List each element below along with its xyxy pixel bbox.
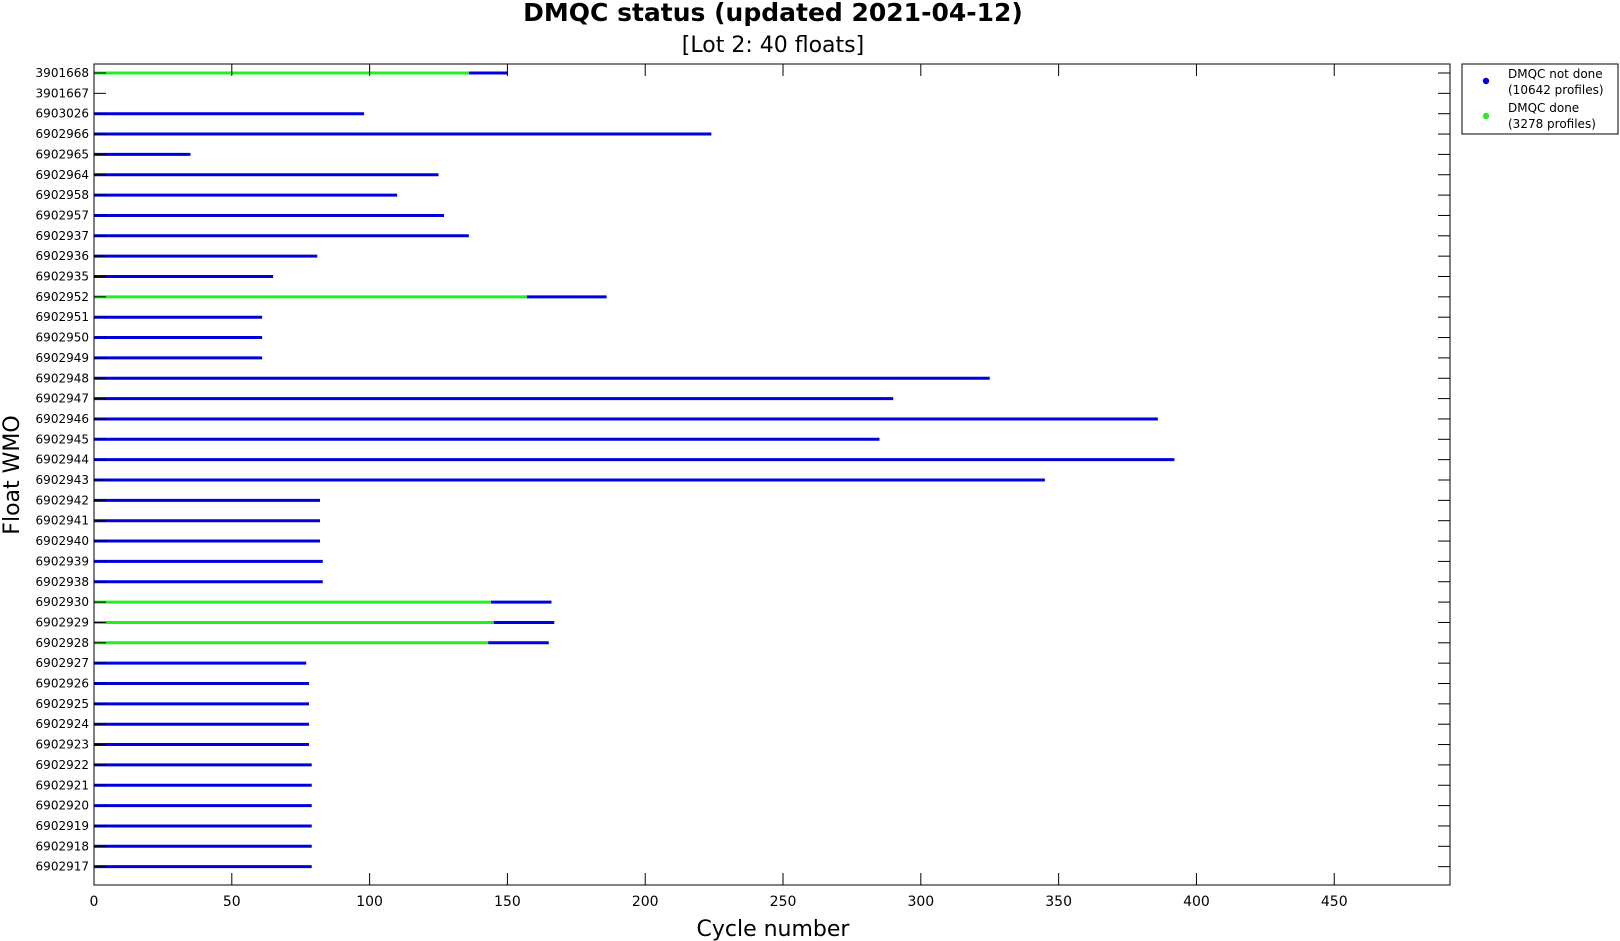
- y-tick-label: 6902929: [36, 615, 89, 629]
- x-tick-label: 0: [90, 894, 99, 910]
- y-tick-label: 6902921: [36, 778, 89, 792]
- y-tick-label: 6902935: [36, 270, 89, 284]
- y-tick-label: 6902922: [36, 758, 89, 772]
- y-tick-label: 6902949: [36, 351, 89, 365]
- plot-frame: [93, 63, 1451, 886]
- y-tick-label: 6902947: [36, 392, 89, 406]
- x-tick-label: 150: [494, 894, 521, 910]
- chart-subtitle: [Lot 2: 40 floats]: [682, 33, 864, 58]
- y-tick-label: 6902938: [36, 575, 89, 589]
- y-tick-label: 6902945: [36, 432, 89, 446]
- x-tick-label: 350: [1045, 894, 1072, 910]
- legend-label-done: DMQC done: [1508, 101, 1579, 115]
- y-tick-label: 6902957: [36, 208, 89, 222]
- y-tick-label: 6902958: [36, 188, 89, 202]
- y-tick-label: 6902948: [36, 371, 89, 385]
- legend: DMQC not done (10642 profiles) DMQC done…: [1461, 63, 1619, 135]
- y-tick-label: 6902918: [36, 839, 89, 853]
- chart-title: DMQC status (updated 2021-04-12): [523, 0, 1023, 27]
- y-tick-label: 6902940: [36, 534, 89, 548]
- y-tick-label: 6902920: [36, 799, 89, 813]
- y-tick-label: 3901668: [36, 66, 89, 80]
- legend-marker-not-done: [1482, 77, 1490, 85]
- legend-box: [1461, 63, 1619, 135]
- x-tick-label: 50: [223, 894, 241, 910]
- y-axis-label: Float WMO: [0, 415, 25, 534]
- legend-label-not-done: DMQC not done: [1508, 67, 1603, 81]
- y-tick-label: 3901667: [36, 86, 89, 100]
- y-tick-labels: 3901668 3901667 6903026 6902966 6902965 69029…: [36, 66, 89, 874]
- x-tick-labels: 0 50 100 150 200 250 300 350 400 450: [90, 894, 1348, 910]
- legend-count-done: (3278 profiles): [1508, 117, 1596, 131]
- y-tick-label: 6902924: [36, 717, 89, 731]
- x-tick-label: 450: [1321, 894, 1348, 910]
- y-tick-label: 6902919: [36, 819, 89, 833]
- y-tick-label: 6902964: [36, 168, 89, 182]
- y-tick-label: 6902942: [36, 493, 89, 507]
- y-tick-label: 6902937: [36, 229, 89, 243]
- y-tick-label: 6902928: [36, 636, 89, 650]
- x-tick-label: 250: [770, 894, 797, 910]
- x-tick-label: 200: [632, 894, 659, 910]
- y-tick-label: 6902941: [36, 514, 89, 528]
- y-tick-label: 6902925: [36, 697, 89, 711]
- x-tick-label: 300: [907, 894, 934, 910]
- ticks-layer: [93, 64, 1450, 885]
- y-tick-label: 6902930: [36, 595, 89, 609]
- x-tick-label: 100: [356, 894, 383, 910]
- y-tick-label: 6902952: [36, 290, 89, 304]
- legend-count-not-done: (10642 profiles): [1508, 83, 1604, 97]
- y-tick-label: 6902966: [36, 127, 89, 141]
- x-tick-label: 400: [1183, 894, 1210, 910]
- y-tick-label: 6902923: [36, 738, 89, 752]
- legend-marker-done: [1482, 112, 1490, 120]
- y-tick-label: 6902927: [36, 656, 89, 670]
- y-tick-label: 6903026: [36, 107, 89, 121]
- y-tick-label: 6902951: [36, 310, 89, 324]
- y-tick-label: 6902939: [36, 554, 89, 568]
- y-tick-label: 6902926: [36, 677, 89, 691]
- x-axis-label: Cycle number: [697, 917, 851, 941]
- y-tick-label: 6902946: [36, 412, 89, 426]
- y-tick-label: 6902965: [36, 147, 89, 161]
- y-tick-label: 6902943: [36, 473, 89, 487]
- y-tick-label: 6902950: [36, 331, 89, 345]
- y-tick-label: 6902944: [36, 453, 89, 467]
- y-tick-label: 6902917: [36, 860, 89, 874]
- y-tick-label: 6902936: [36, 249, 89, 263]
- bars-layer: [94, 71, 1175, 869]
